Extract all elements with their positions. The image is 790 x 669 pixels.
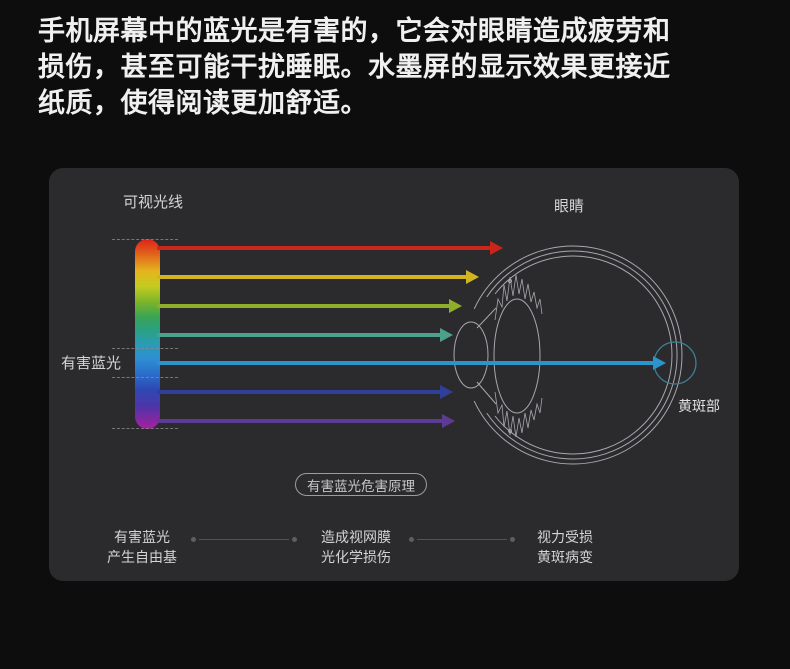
connector-line (417, 538, 507, 540)
light-ray-harmful-blue-shaft (157, 361, 654, 365)
connector-dot (409, 536, 414, 542)
connector-dot (510, 536, 515, 542)
light-ray-yellow-shaft (157, 275, 467, 279)
eye-inner-ring (494, 255, 673, 455)
iris-line-bottom (476, 381, 497, 405)
spectrum-bottom-dash (112, 428, 178, 429)
flow-step-2-line-2: 光化学损伤 (321, 549, 391, 565)
flow-step-3-line-2: 黄斑病变 (537, 549, 593, 565)
connector-line (199, 538, 289, 540)
light-ray-navy-shaft (157, 390, 441, 394)
light-ray-teal-arrowhead (440, 328, 453, 342)
connector-dot (191, 536, 196, 542)
flow-step-3: 视力受损 黄斑病变 (500, 527, 630, 567)
light-ray-yellow-green-shaft (157, 304, 450, 308)
eye-middle-ring (486, 250, 678, 460)
flow-step-3-line-1: 视力受损 (537, 529, 593, 545)
flow-connector-2 (409, 534, 515, 544)
lens (493, 298, 541, 414)
intro-text: 手机屏幕中的蓝光是有害的，它会对眼睛造成疲劳和 损伤，甚至可能干扰睡眠。水墨屏的… (38, 13, 758, 121)
harmful-range-top-dash (112, 348, 178, 349)
light-ray-red-shaft (157, 246, 491, 250)
ciliary-dot-bottom (508, 429, 512, 433)
flow-connector-1 (191, 534, 297, 544)
ciliary-lower (494, 391, 543, 438)
connector-dot (292, 536, 297, 542)
light-ray-yellow-arrowhead (466, 270, 479, 284)
iris-line-top (476, 307, 497, 329)
flow-step-2: 造成视网膜 光化学损伤 (291, 527, 421, 567)
flow-step-2-line-1: 造成视网膜 (321, 529, 391, 545)
blue-light-diagram-panel: 可视光线 眼睛 有害蓝光 黄斑部 (49, 168, 739, 581)
intro-line-3: 纸质，使得阅读更加舒适。 (38, 88, 368, 118)
light-ray-purple-shaft (157, 419, 443, 423)
visible-light-spectrum-bar (135, 239, 160, 429)
flow-step-1-line-2: 产生自由基 (107, 549, 177, 565)
principle-badge: 有害蓝光危害原理 (295, 473, 427, 496)
harmful-range-bottom-dash (112, 377, 178, 378)
eye-label: 眼睛 (554, 198, 585, 215)
spectrum-top-dash (112, 239, 178, 240)
light-ray-yellow-green-arrowhead (449, 299, 462, 313)
visible-light-label: 可视光线 (123, 194, 184, 211)
intro-line-1: 手机屏幕中的蓝光是有害的，它会对眼睛造成疲劳和 (38, 16, 671, 46)
ciliary-upper (494, 274, 543, 321)
flow-step-1: 有害蓝光 产生自由基 (77, 527, 207, 567)
light-ray-purple-arrowhead (442, 414, 455, 428)
eye-outer-ring (473, 245, 683, 465)
light-ray-red-arrowhead (490, 241, 503, 255)
ciliary-dot-top (508, 279, 512, 283)
harmful-blue-label: 有害蓝光 (61, 355, 122, 372)
macula-label: 黄斑部 (678, 398, 720, 414)
light-ray-harmful-blue-arrowhead (653, 356, 666, 370)
light-ray-navy-arrowhead (440, 385, 453, 399)
intro-line-2: 损伤，甚至可能干扰睡眠。水墨屏的显示效果更接近 (38, 52, 671, 82)
light-ray-teal-shaft (157, 333, 441, 337)
cornea (453, 321, 489, 389)
flow-step-1-line-1: 有害蓝光 (114, 529, 170, 545)
